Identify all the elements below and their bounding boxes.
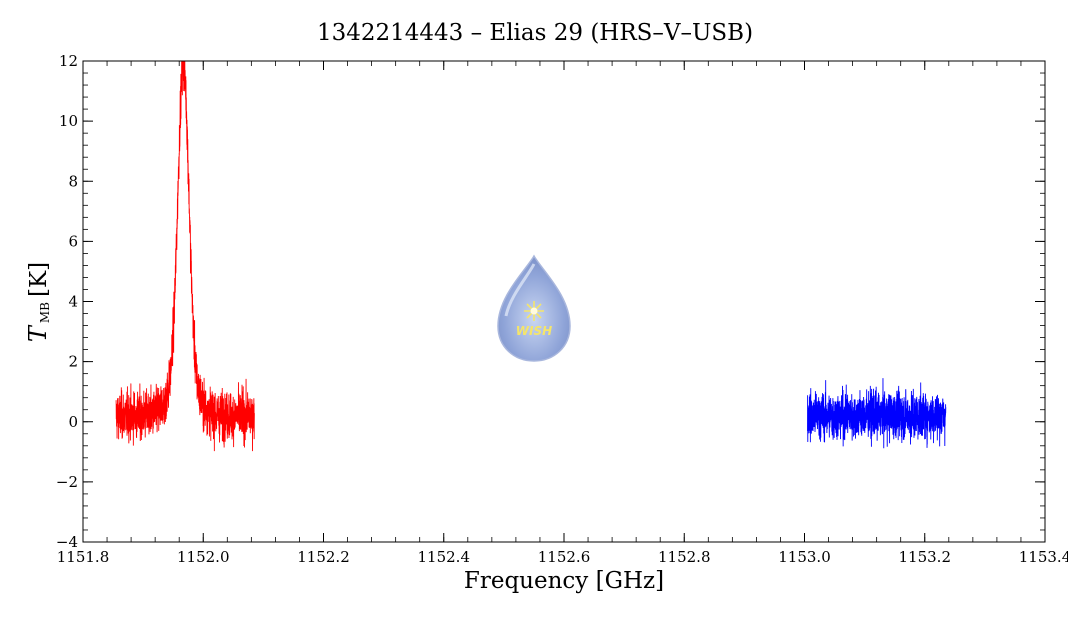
y-tick-label: 10 [59,112,78,130]
x-tick-label: 1152.6 [538,548,591,566]
spectrum-series-1 [807,378,947,449]
y-axis-label-main: T [24,324,52,342]
wish-logo: WISH [497,254,571,362]
logo-text: WISH [516,324,552,338]
x-tick-labels: 1151.8 1152.0 1152.2 1152.4 1152.6 1152.8 1153… [57,548,1068,566]
y-tick-label: 4 [68,293,78,311]
y-tick-label: 0 [68,413,78,431]
y-axis-label: TMB [K] [24,262,52,342]
x-tick-label: 1152.2 [297,548,350,566]
x-axis-label: Frequency [GHz] [464,568,664,594]
x-tick-label: 1152.8 [658,548,711,566]
x-tick-label: 1153.0 [778,548,831,566]
y-tick-label: −2 [56,473,78,491]
spectrum-series-0 [115,61,255,452]
series-layer [115,61,947,452]
x-tick-label: 1153.4 [1019,548,1068,566]
svg-text:TMB[K]: TMB [K] [24,262,52,342]
x-tick-label: 1152.4 [418,548,471,566]
y-tick-label: 12 [59,52,78,70]
y-axis-label-unit: [K] [26,262,52,297]
x-tick-label: 1153.2 [899,548,952,566]
y-axis-label-sub: MB [38,302,52,323]
y-tick-label: 6 [68,232,78,250]
x-tick-label: 1152.0 [177,548,230,566]
y-tick-label: −4 [56,533,78,551]
y-tick-labels: −4 −2 0 2 4 6 8 10 12 [56,52,78,551]
axis-ticks [82,60,1046,543]
x-tick-label: 1151.8 [57,548,110,566]
y-tick-label: 8 [68,172,78,190]
chart-title: 1342214443 – Elias 29 (HRS–V–USB) [317,20,753,46]
y-tick-label: 2 [68,353,78,371]
